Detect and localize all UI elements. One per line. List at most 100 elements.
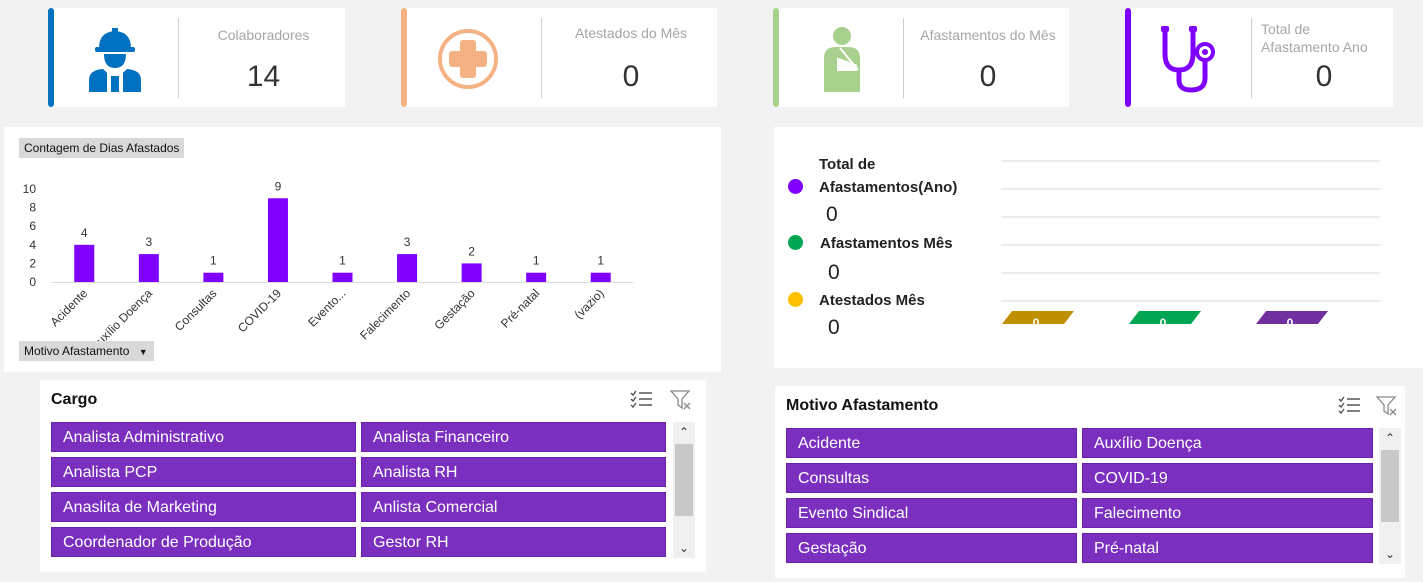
select-all-icon[interactable] <box>1338 395 1362 420</box>
legend-label: Atestados Mês <box>819 292 925 309</box>
kpi-divider <box>178 18 179 98</box>
y-tick-label: 0 <box>29 275 36 289</box>
data-label: 9 <box>275 179 282 193</box>
slicer-item[interactable]: Gestação <box>786 533 1077 563</box>
legend-label: Total de Afastamentos(Ano) <box>819 153 957 199</box>
chart-title-chip: Contagem de Dias Afastados <box>19 138 185 158</box>
x-tick-label: Gestação <box>432 286 478 332</box>
legend-label-line: Afastamentos(Ano) <box>819 179 958 196</box>
slicer-item[interactable]: Analista RH <box>361 457 666 487</box>
slicer-item[interactable]: Auxílio Doença <box>1082 428 1373 458</box>
kpi-label: Atestados do Mês <box>574 25 688 41</box>
field-dropdown-chip[interactable]: Motivo Afastamento ▼ <box>19 341 154 361</box>
kpi-atestados-mes: Atestados do Mês 0 <box>401 8 717 107</box>
select-all-icon[interactable] <box>630 389 654 414</box>
legend-label: Afastamentos Mês <box>820 235 953 252</box>
x-tick-label: Falecimento <box>357 286 413 342</box>
cargo-slicer: Cargo Analista Administrativo Analista F… <box>40 380 706 572</box>
slicer-item[interactable]: Pré-natal <box>1082 533 1373 563</box>
summary-bar-label: 0 <box>1033 316 1040 329</box>
kpi-colaboradores: Colaboradores 14 <box>48 8 345 107</box>
scroll-up-icon[interactable]: ⌃ <box>678 425 690 439</box>
legend-value: 0 <box>826 203 838 226</box>
y-tick-label: 2 <box>29 256 36 270</box>
scroll-thumb[interactable] <box>1381 450 1399 522</box>
summary-bar <box>1129 311 1201 324</box>
bar <box>138 254 159 282</box>
bar <box>203 272 224 282</box>
data-label: 4 <box>81 226 88 240</box>
kpi-value: 14 <box>246 60 281 93</box>
data-label: 1 <box>597 254 604 268</box>
x-tick-label: COVID-19 <box>235 286 284 335</box>
bar <box>74 244 95 282</box>
legend-label-line: Total de <box>819 156 876 173</box>
legend-dot <box>788 292 803 307</box>
legend-dot <box>788 179 803 194</box>
bar <box>267 198 288 282</box>
kpi-accent-bar <box>48 8 54 107</box>
kpi-accent-bar <box>401 8 407 107</box>
scrollbar[interactable]: ⌃ ⌄ <box>1379 428 1401 564</box>
y-tick-label: 8 <box>29 201 36 215</box>
slicer-item[interactable]: Falecimento <box>1082 498 1373 528</box>
slicer-item[interactable]: Gestor RH <box>361 527 666 557</box>
kpi-label: Colaboradores <box>217 27 310 43</box>
clear-filter-icon[interactable] <box>669 389 692 416</box>
kpi-accent-bar <box>1125 8 1131 107</box>
motivo-afastamento-slicer: Motivo Afastamento Acidente Auxílio Doen… <box>775 386 1405 578</box>
summary-legend-panel: Total de Afastamentos(Ano) 0 Afastamento… <box>774 127 1423 368</box>
summary-bar <box>1256 311 1328 324</box>
slicer-item[interactable]: Anlista Comercial <box>361 492 666 522</box>
data-label: 3 <box>404 235 411 249</box>
bar <box>397 254 418 282</box>
data-label: 3 <box>145 235 152 249</box>
data-label: 2 <box>468 244 475 258</box>
summary-bar-label: 0 <box>1287 316 1294 329</box>
x-tick-label: Pré-natal <box>498 286 542 330</box>
worker-icon <box>78 22 152 96</box>
slicer-item[interactable]: COVID-19 <box>1082 463 1373 493</box>
scrollbar[interactable]: ⌃ ⌄ <box>673 422 695 558</box>
kpi-label: Afastamentos do Mês <box>920 27 1056 43</box>
injured-person-icon <box>803 22 877 96</box>
x-tick-label: Consultas <box>172 286 220 334</box>
kpi-divider <box>1251 18 1252 98</box>
medical-cross-icon <box>431 22 505 96</box>
scroll-down-icon[interactable]: ⌄ <box>678 541 690 555</box>
data-label: 1 <box>339 254 346 268</box>
slicer-item[interactable]: Consultas <box>786 463 1077 493</box>
kpi-value: 0 <box>1315 60 1333 93</box>
bar <box>332 272 353 282</box>
stethoscope-icon <box>1147 22 1221 96</box>
kpi-total-afastamento-ano: Total de Afastamento Ano 0 <box>1125 8 1393 107</box>
bar <box>526 272 547 282</box>
bar <box>590 272 611 282</box>
chevron-down-icon: ▼ <box>138 347 148 357</box>
slicer-item[interactable]: Acidente <box>786 428 1077 458</box>
dias-afastados-chart-panel: Contagem de Dias Afastados 0 2 4 6 8 10 4 Acide… <box>4 127 721 372</box>
kpi-accent-bar <box>773 8 779 107</box>
kpi-divider <box>541 18 542 98</box>
kpi-divider <box>903 18 904 98</box>
x-tick-label: Acidente <box>47 286 90 329</box>
scroll-up-icon[interactable]: ⌃ <box>1384 431 1396 445</box>
bar <box>461 263 482 282</box>
kpi-value: 0 <box>979 60 997 93</box>
x-tick-label: (vazio) <box>571 286 606 321</box>
slicer-item[interactable]: Analista Financeiro <box>361 422 666 452</box>
slicer-item[interactable]: Analista PCP <box>51 457 356 487</box>
slicer-item[interactable]: Anaslita de Marketing <box>51 492 356 522</box>
slicer-item[interactable]: Coordenador de Produção <box>51 527 356 557</box>
slicer-item[interactable]: Analista Administrativo <box>51 422 356 452</box>
summary-bar-label: 0 <box>1160 316 1167 329</box>
slicer-item[interactable]: Evento Sindical <box>786 498 1077 528</box>
clear-filter-icon[interactable] <box>1375 395 1398 422</box>
kpi-afastamentos-mes: Afastamentos do Mês 0 <box>773 8 1069 107</box>
scroll-thumb[interactable] <box>675 444 693 516</box>
x-tick-label: Evento... <box>305 286 348 329</box>
y-tick-label: 6 <box>29 219 36 233</box>
scroll-down-icon[interactable]: ⌄ <box>1384 547 1396 561</box>
legend-value: 0 <box>828 316 840 339</box>
data-label: 1 <box>210 254 217 268</box>
